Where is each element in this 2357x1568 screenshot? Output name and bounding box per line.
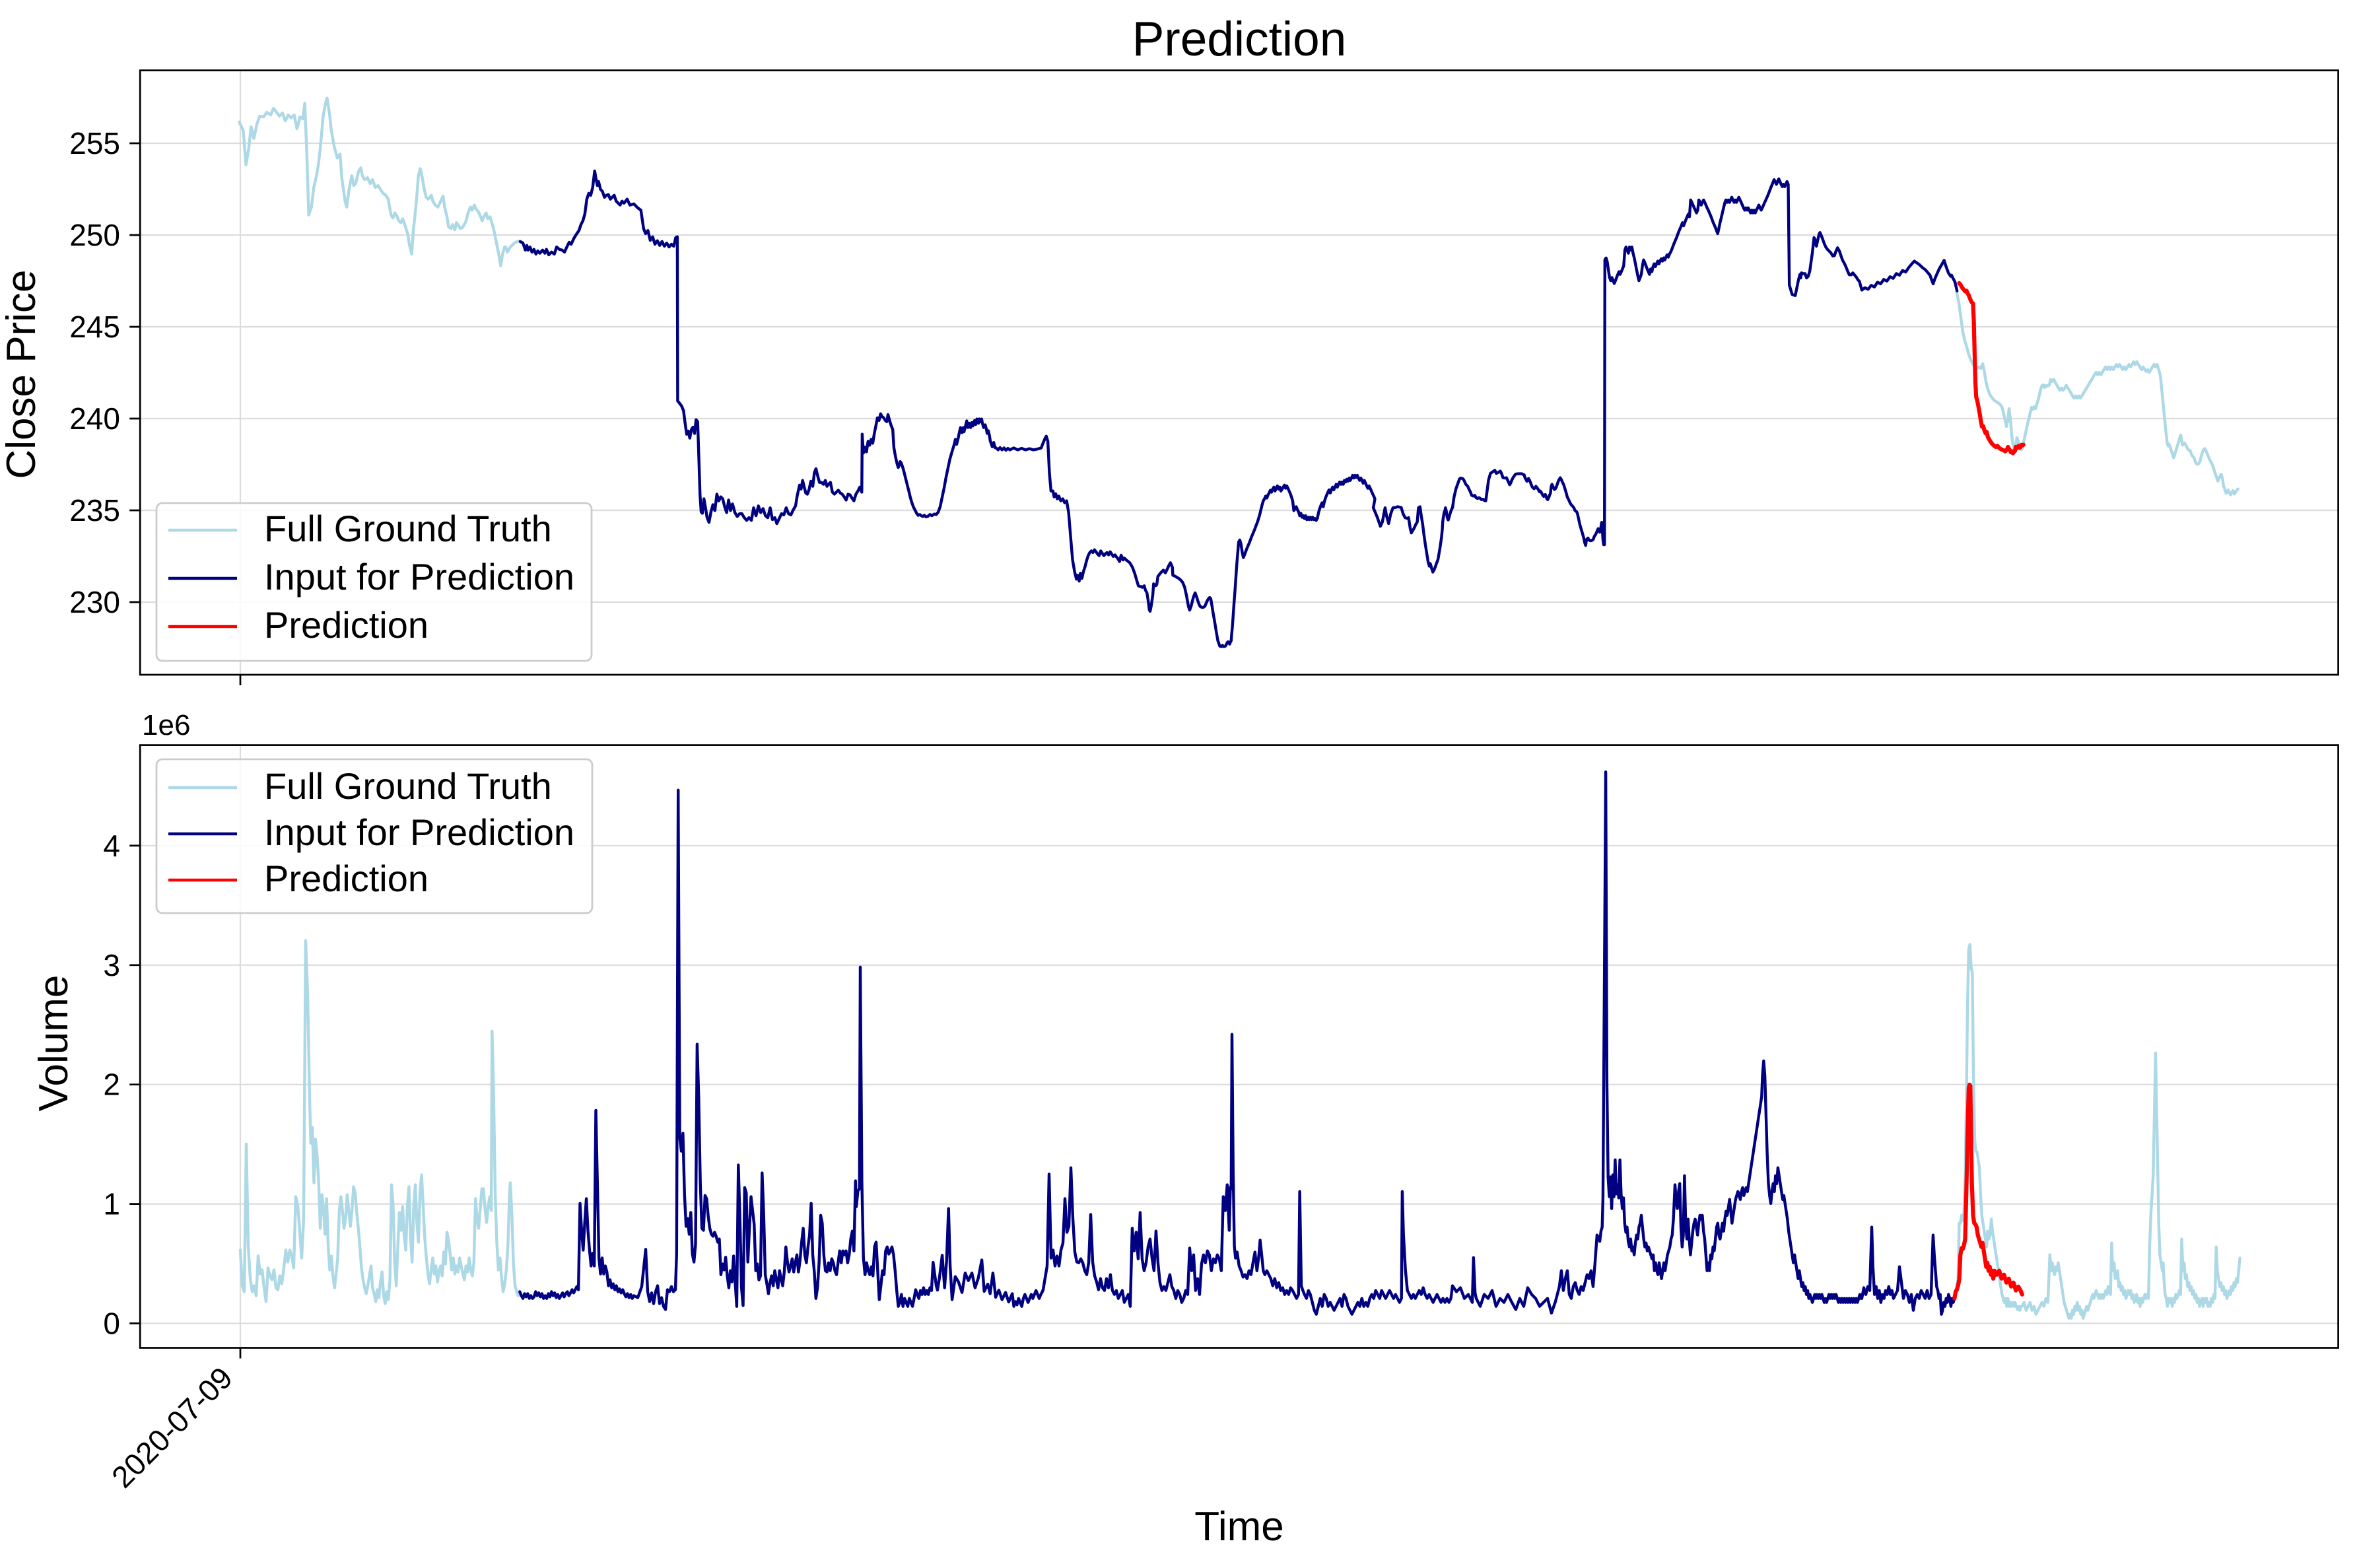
svg-text:Full Ground Truth: Full Ground Truth — [264, 508, 552, 549]
svg-text:255: 255 — [69, 126, 120, 160]
svg-text:230: 230 — [69, 585, 120, 619]
svg-text:2: 2 — [103, 1068, 120, 1102]
svg-text:Prediction: Prediction — [1132, 13, 1347, 66]
svg-text:240: 240 — [69, 401, 120, 436]
svg-text:250: 250 — [69, 218, 120, 252]
svg-text:235: 235 — [69, 493, 120, 528]
svg-text:Full Ground Truth: Full Ground Truth — [264, 765, 552, 807]
svg-text:Time: Time — [1194, 1504, 1283, 1550]
svg-text:Prediction: Prediction — [264, 604, 428, 646]
svg-text:3: 3 — [103, 948, 120, 982]
svg-text:4: 4 — [103, 829, 120, 863]
svg-text:1e6: 1e6 — [142, 709, 190, 741]
svg-text:Close Price: Close Price — [0, 270, 44, 479]
svg-text:245: 245 — [69, 310, 120, 344]
svg-text:Input for Prediction: Input for Prediction — [264, 811, 574, 853]
svg-text:0: 0 — [103, 1307, 120, 1341]
svg-text:1: 1 — [103, 1187, 120, 1221]
svg-text:Volume: Volume — [31, 975, 77, 1112]
svg-text:Prediction: Prediction — [264, 858, 428, 899]
svg-text:Input for Prediction: Input for Prediction — [264, 556, 574, 597]
